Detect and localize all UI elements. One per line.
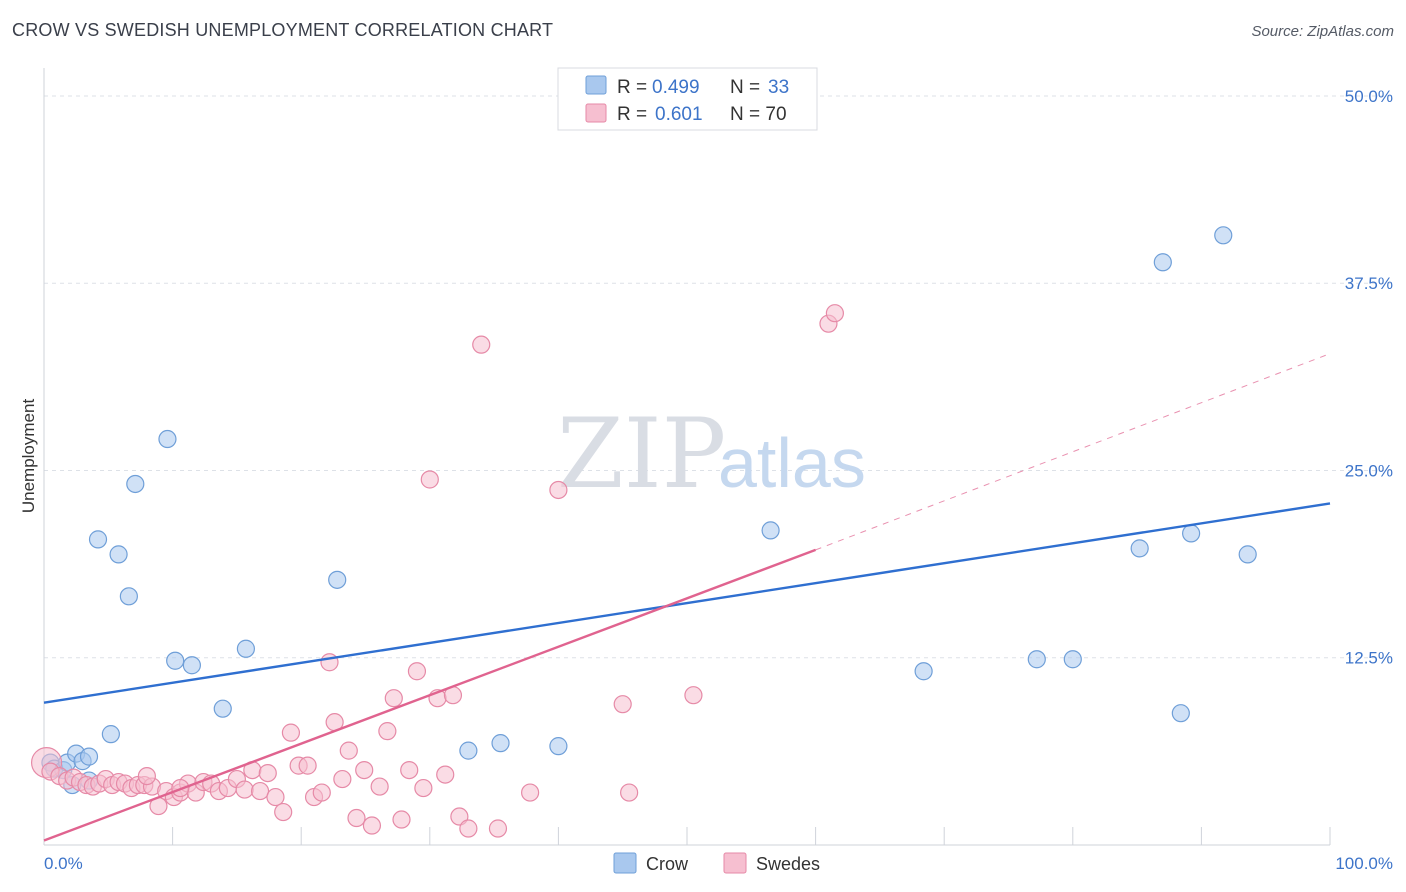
swedes-point xyxy=(312,783,331,802)
swedes-point xyxy=(274,802,293,822)
crow-point xyxy=(491,734,510,753)
chart-title: CROW VS SWEDISH UNEMPLOYMENT CORRELATION… xyxy=(12,20,554,40)
x-tick-label-1: 100.0% xyxy=(1335,854,1393,873)
crow-point xyxy=(119,587,138,606)
legend-r-label-swedes: R = xyxy=(617,104,647,125)
crow-point xyxy=(914,662,933,681)
crow-point xyxy=(109,545,128,564)
swedes-point xyxy=(355,760,374,780)
swedes-point xyxy=(400,760,419,780)
y-tick-label-1: 25.0% xyxy=(1345,461,1393,480)
crow-point xyxy=(158,429,177,449)
swedes-point xyxy=(137,766,156,786)
crow-point xyxy=(1063,650,1082,669)
swedes-point xyxy=(235,780,254,799)
legend-n-label-swedes: N = 70 xyxy=(730,104,787,125)
legend-r-value-swedes: 0.601 xyxy=(655,104,703,125)
swedes-trend-line xyxy=(43,548,817,842)
swedes-point xyxy=(472,335,491,354)
swedes-point xyxy=(549,480,568,500)
y-tick-label-3: 50.0% xyxy=(1345,87,1393,106)
swedes-point xyxy=(459,819,478,838)
swedes-point xyxy=(488,819,508,838)
crow-point xyxy=(1153,253,1172,272)
bottom-legend-swatch-swedes xyxy=(723,852,747,874)
crow-point xyxy=(79,747,99,766)
legend-box: R = 0.499 N = 33 R = 0.601 N = 70 xyxy=(557,67,818,131)
legend-n-label-crow: N = xyxy=(730,77,760,98)
swedes-point xyxy=(347,808,366,828)
watermark-zip: ZIP xyxy=(557,398,726,510)
swedes-point xyxy=(825,304,844,323)
bottom-legend-label-swedes: Swedes xyxy=(756,854,820,874)
swedes-point xyxy=(436,765,455,784)
legend-n-value-crow: 33 xyxy=(768,77,789,98)
swedes-point xyxy=(407,662,427,681)
swedes-point xyxy=(378,722,397,741)
data-points xyxy=(30,226,1257,838)
y-axis-label: Unemployment xyxy=(19,399,38,514)
swedes-point xyxy=(613,695,632,714)
bottom-legend: Crow Swedes xyxy=(613,852,820,874)
swedes-point xyxy=(684,686,703,705)
swedes-point xyxy=(281,723,301,742)
watermark: ZIP atlas xyxy=(557,398,866,510)
swedes-point xyxy=(370,777,389,796)
y-tick-label-0: 12.5% xyxy=(1345,649,1393,668)
swedes-point xyxy=(620,783,639,802)
swedes-point xyxy=(250,781,270,801)
trend-lines xyxy=(43,353,1331,842)
crow-point xyxy=(1182,524,1201,543)
swedes-point xyxy=(384,689,403,708)
swedes-point xyxy=(298,756,317,775)
swedes-point xyxy=(266,787,285,807)
crow-trend-line xyxy=(43,502,1331,704)
watermark-atlas: atlas xyxy=(718,424,866,502)
crow-point xyxy=(126,474,145,494)
crow-point xyxy=(328,570,347,589)
swedes-point xyxy=(414,778,433,798)
chart-source: Source: ZipAtlas.com xyxy=(1251,23,1394,40)
bottom-legend-swatch-crow xyxy=(613,852,637,874)
crow-point xyxy=(1238,545,1257,564)
crow-point xyxy=(1171,704,1190,723)
swedes-point xyxy=(521,783,540,802)
crow-point xyxy=(1214,226,1233,245)
swedes-point xyxy=(258,763,277,783)
crow-point xyxy=(549,737,568,756)
y-tick-label-2: 37.5% xyxy=(1345,274,1393,293)
x-tick-label-0: 0.0% xyxy=(44,854,83,873)
grid-lines xyxy=(44,95,1394,659)
swedes-point xyxy=(339,741,358,760)
crow-point xyxy=(1130,539,1149,558)
crow-point xyxy=(213,699,232,718)
swedes-point xyxy=(362,816,382,835)
legend-swatch-swedes xyxy=(585,103,607,123)
crow-point xyxy=(236,639,256,658)
swedes-point xyxy=(333,769,352,789)
crow-point xyxy=(761,521,780,540)
crow-point xyxy=(1027,650,1046,669)
swedes-point xyxy=(320,653,339,672)
swedes-trend-extension xyxy=(815,353,1331,551)
crow-point xyxy=(166,651,185,670)
crow-point xyxy=(459,741,478,760)
legend-r-label-crow: R = xyxy=(617,77,647,98)
legend-swatch-crow xyxy=(585,75,607,95)
crow-point xyxy=(101,725,120,744)
crow-point xyxy=(88,530,108,549)
swedes-point xyxy=(392,810,411,829)
crow-point xyxy=(182,656,201,675)
bottom-legend-label-crow: Crow xyxy=(646,854,689,874)
legend-r-value-crow: 0.499 xyxy=(652,77,700,98)
tick-labels: 12.5% 25.0% 37.5% 50.0% 0.0% 100.0% xyxy=(44,87,1393,873)
swedes-point xyxy=(420,470,439,489)
